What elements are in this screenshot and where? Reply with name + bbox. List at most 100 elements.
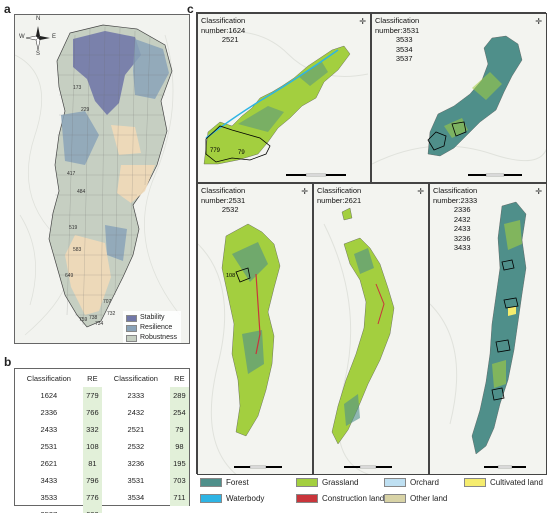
compass-n: N	[36, 16, 41, 22]
legend-swatch	[126, 324, 137, 332]
re-cell: 81	[82, 455, 102, 472]
legend-label: Resilience	[140, 324, 173, 331]
classification-cell: 3533	[40, 493, 58, 502]
re-cell: 332	[82, 421, 102, 438]
re-cell: 766	[82, 404, 102, 421]
classification-cell: 3531	[127, 476, 145, 485]
classification-cell: 2532	[127, 442, 145, 451]
table-row: 3433 796 3531 703	[15, 472, 189, 489]
classification-cell: 3534	[127, 493, 145, 502]
table-row: 2336 766 2432 254	[15, 404, 189, 421]
legend-c: Forest Grassland Orchard Cultivated land Wat…	[196, 476, 550, 510]
resilience-zone	[61, 39, 169, 261]
table-row: 3533 776 3534 711	[15, 489, 189, 506]
re-cell: 703	[169, 472, 189, 489]
re-cell: 680	[82, 506, 102, 513]
unit-number-label: 229	[81, 107, 90, 113]
classification-cell: 2336	[40, 408, 58, 417]
legend-label: Forest	[226, 478, 249, 487]
legend-swatch	[200, 494, 222, 503]
stability-zone	[73, 31, 141, 115]
subpanel-1: 779 79 Classification number:1624 2521 ✛	[197, 13, 371, 183]
legend-c-item: Forest	[200, 478, 249, 487]
unit-number-label: 707	[103, 299, 112, 305]
classification-cell	[102, 506, 170, 513]
legend-swatch	[126, 314, 137, 322]
legend-swatch	[126, 334, 137, 342]
table-row: 3537680	[15, 506, 189, 513]
legend-c-item: Orchard	[384, 478, 439, 487]
unit-number-label: 738	[89, 315, 98, 321]
unit-number-label: 583	[73, 247, 82, 253]
legend-swatch	[464, 478, 486, 487]
legend-a-item: Robustness	[126, 333, 178, 343]
unit-number-label: 519	[69, 225, 78, 231]
re-cell: 79	[169, 421, 189, 438]
re-cell: 289	[169, 387, 189, 404]
legend-a-item: Vulnerability	[126, 343, 178, 344]
legend-c-item: Other land	[384, 494, 447, 503]
re-table: Classification RE Classification RE 1624 779…	[15, 369, 189, 513]
legend-label: Orchard	[410, 478, 439, 487]
compass-icon: ✛	[417, 187, 424, 196]
panel-b-letter: b	[4, 355, 12, 369]
region-2531-2532	[221, 223, 281, 437]
table-header: Classification	[26, 373, 71, 383]
subpanel-2-label: Classification number:3531 3533 3534 353…	[375, 16, 420, 63]
classification-cell: 3236	[127, 459, 145, 468]
re-cell: 108	[82, 438, 102, 455]
subpanel-2: Classification number:3531 3533 3534 353…	[371, 13, 547, 183]
re-cell: 98	[169, 438, 189, 455]
legend-swatch	[296, 494, 318, 503]
re-cell: 776	[82, 489, 102, 506]
legend-label: Vulnerability	[140, 343, 178, 344]
re-cell: 779	[82, 387, 102, 404]
classification-cell: 2521	[127, 425, 145, 434]
unit-number-label: 732	[107, 311, 116, 317]
legend-c-item: Waterbody	[200, 494, 264, 503]
compass-icon: ✛	[301, 187, 308, 196]
legend-swatch	[296, 478, 318, 487]
legend-label: Stability	[140, 314, 165, 321]
classification-cell: 2621	[40, 459, 58, 468]
region-1624-2521	[203, 45, 351, 165]
classification-cell: 2433	[40, 425, 58, 434]
classification-cell: 3433	[40, 476, 58, 485]
legend-a-item: Resilience	[126, 323, 178, 333]
classification-cell: 2531	[40, 442, 58, 451]
re-cell: 254	[169, 404, 189, 421]
classification-cell: 2432	[127, 408, 145, 417]
region-3531-3537	[427, 35, 523, 157]
scale-bar-1	[286, 173, 346, 177]
re-cell: 195	[169, 455, 189, 472]
table-header: RE	[87, 373, 98, 383]
panel-c-letter: c	[187, 2, 194, 16]
unit-number-label: 759	[79, 317, 88, 323]
legend-c-item: Grassland	[296, 478, 358, 487]
legend-a: Stability Resilience Robustness Vulnerabili…	[123, 311, 181, 344]
legend-swatch	[384, 494, 406, 503]
legend-c-item: Construction land	[296, 494, 384, 503]
subpanel-4-label: Classification number:2621	[317, 186, 362, 205]
unit-number-label: 417	[67, 171, 76, 177]
unit-number-label: 734	[95, 321, 104, 327]
region-2333-3433	[471, 201, 527, 455]
legend-swatch	[384, 478, 406, 487]
subpanel-4: Classification number:2621 ✛	[313, 183, 429, 475]
re-cell: 796	[82, 472, 102, 489]
region-label-108: 108	[226, 273, 235, 279]
unit-number-label: 484	[77, 189, 86, 195]
legend-a-item: Stability	[126, 313, 178, 323]
legend-label: Other land	[410, 494, 448, 503]
table-header: Classification	[113, 373, 158, 383]
compass-s: S	[36, 51, 41, 57]
compass-w: W	[19, 34, 25, 40]
subpanel-5-label: Classification number:2333 2336 2432 243…	[433, 186, 478, 252]
compass-rose-a: N W E S	[19, 16, 56, 57]
subpanel-3-label: Classification number:2531 2532	[201, 186, 246, 214]
panel-b-table: Classification RE Classification RE 1624 779…	[14, 368, 190, 513]
re-cell: 711	[169, 489, 189, 506]
compass-icon: ✛	[359, 17, 366, 26]
region-label-79: 79	[238, 150, 245, 156]
